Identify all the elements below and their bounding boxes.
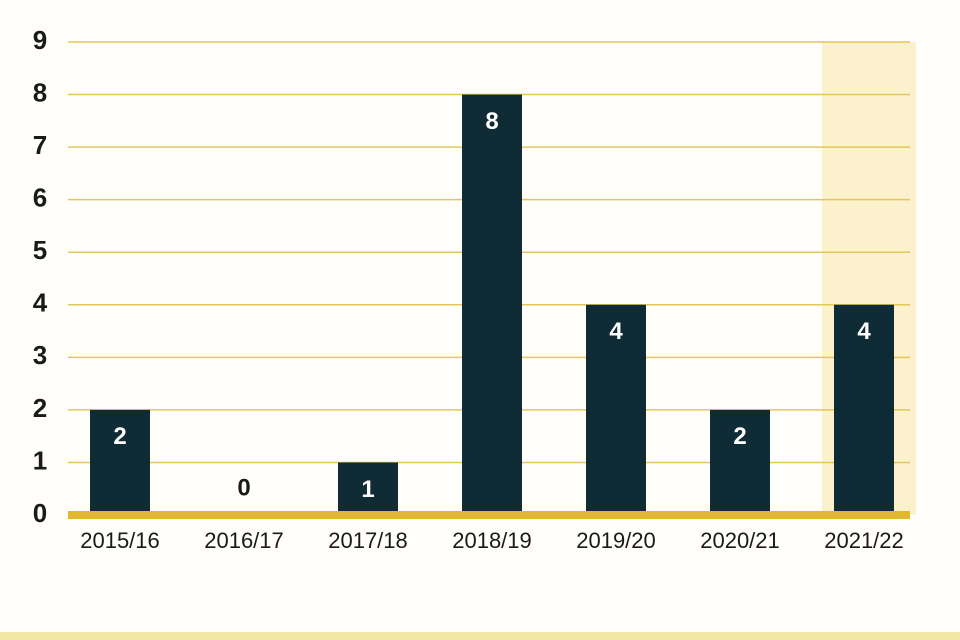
x-tick-label: 2020/21 [700,528,780,553]
y-tick-label: 5 [33,235,47,265]
bar [834,304,894,515]
value-label: 1 [361,476,374,503]
x-tick-label: 2019/20 [576,528,656,553]
value-label: 2 [733,423,746,450]
y-tick-label: 0 [33,498,47,528]
value-label: 4 [857,318,871,345]
y-tick-label: 6 [33,183,47,213]
value-label: 4 [609,318,623,345]
y-tick-label: 7 [33,130,47,160]
y-tick-label: 3 [33,340,47,370]
value-label: 0 [237,474,250,501]
y-tick-label: 8 [33,77,47,107]
x-tick-label: 2018/19 [452,528,532,553]
y-tick-label: 4 [33,288,48,318]
x-tick-label: 2021/22 [824,528,904,553]
x-tick-label: 2015/16 [80,528,160,553]
bottom-strip [0,632,960,640]
bar [586,304,646,515]
y-tick-label: 1 [33,445,47,475]
x-tick-label: 2016/17 [204,528,284,553]
bar [710,409,770,515]
y-tick-label: 9 [33,25,47,55]
x-tick-label: 2017/18 [328,528,408,553]
bar [90,409,150,515]
bar [462,94,522,516]
y-tick-label: 2 [33,393,47,423]
value-label: 2 [113,423,126,450]
value-label: 8 [485,108,498,135]
bar [338,462,398,515]
